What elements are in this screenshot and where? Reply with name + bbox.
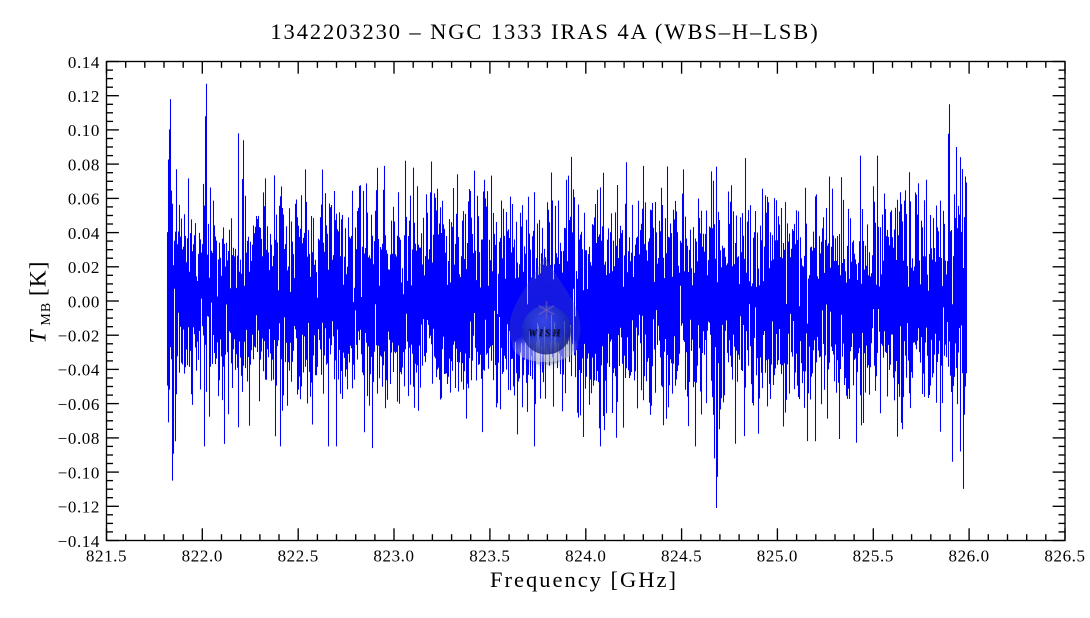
svg-text:0.00: 0.00 bbox=[68, 292, 100, 311]
svg-text:−0.14: −0.14 bbox=[58, 532, 100, 551]
svg-text:T MB [K]: T MB [K] bbox=[26, 261, 55, 344]
svg-text:0.08: 0.08 bbox=[68, 155, 100, 174]
svg-text:0.04: 0.04 bbox=[68, 224, 100, 243]
svg-text:823.0: 823.0 bbox=[373, 547, 414, 566]
svg-text:824.5: 824.5 bbox=[661, 547, 702, 566]
svg-text:0.06: 0.06 bbox=[68, 190, 100, 209]
svg-text:WISH: WISH bbox=[529, 329, 563, 340]
svg-text:822.0: 822.0 bbox=[182, 547, 223, 566]
svg-text:−0.04: −0.04 bbox=[58, 361, 100, 380]
svg-text:−0.06: −0.06 bbox=[58, 395, 100, 414]
svg-text:824.0: 824.0 bbox=[565, 547, 606, 566]
svg-text:−0.12: −0.12 bbox=[58, 498, 100, 517]
svg-text:825.5: 825.5 bbox=[853, 547, 894, 566]
svg-text:822.5: 822.5 bbox=[278, 547, 319, 566]
svg-text:826.0: 826.0 bbox=[948, 547, 989, 566]
svg-text:−0.08: −0.08 bbox=[58, 429, 100, 448]
svg-text:826.5: 826.5 bbox=[1044, 547, 1085, 566]
svg-text:Frequency [GHz]: Frequency [GHz] bbox=[490, 567, 678, 592]
svg-text:0.02: 0.02 bbox=[68, 258, 100, 277]
svg-text:0.14: 0.14 bbox=[68, 53, 100, 72]
svg-text:−0.02: −0.02 bbox=[58, 327, 100, 346]
svg-text:−0.10: −0.10 bbox=[58, 463, 100, 482]
svg-text:821.5: 821.5 bbox=[86, 547, 127, 566]
svg-text:1342203230 – NGC 1333 IRAS 4A: 1342203230 – NGC 1333 IRAS 4A (WBS–H–LSB… bbox=[270, 19, 819, 44]
svg-text:823.5: 823.5 bbox=[469, 547, 510, 566]
svg-text:0.10: 0.10 bbox=[68, 121, 100, 140]
svg-text:WISH: WISH bbox=[528, 328, 562, 339]
svg-text:825.0: 825.0 bbox=[757, 547, 798, 566]
svg-text:0.12: 0.12 bbox=[68, 87, 100, 106]
